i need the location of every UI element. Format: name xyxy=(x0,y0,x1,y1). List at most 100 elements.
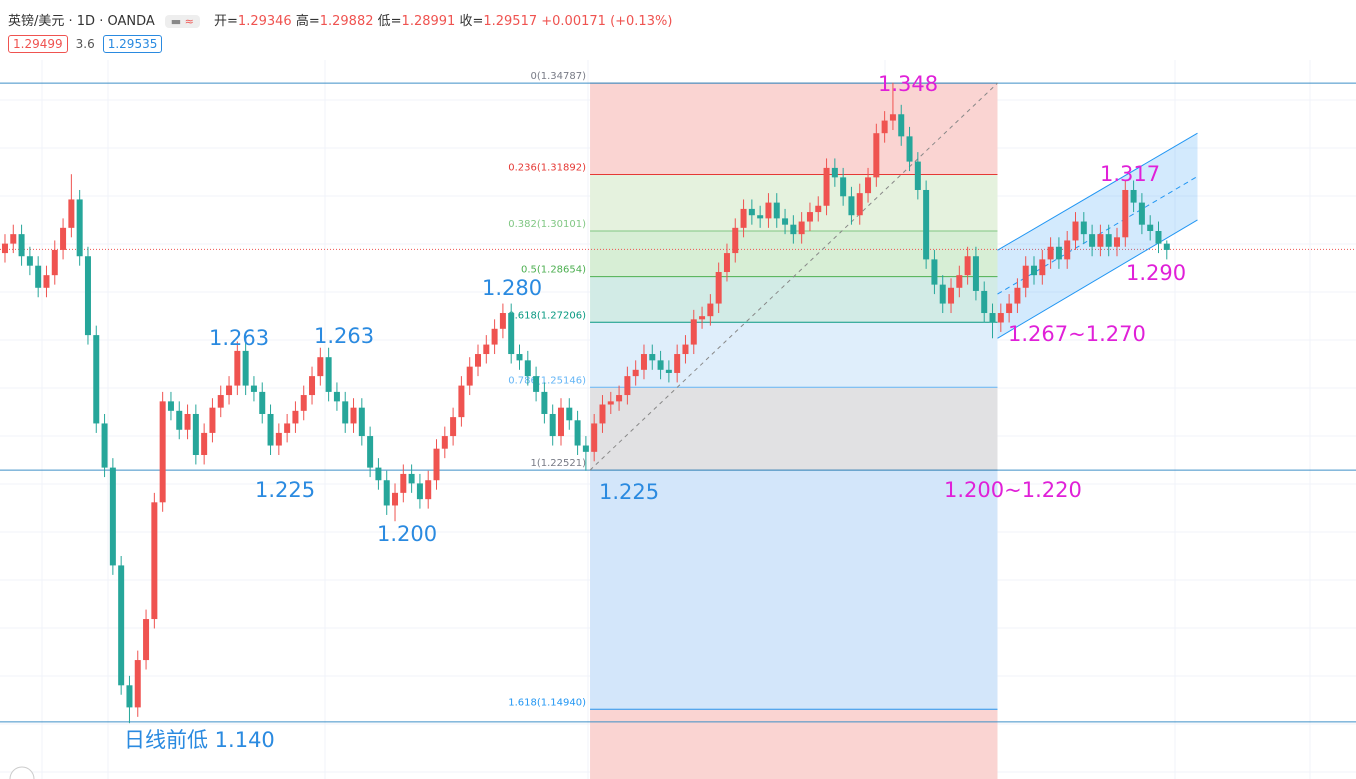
annotation: 1.200 xyxy=(377,522,437,546)
candle-body xyxy=(624,376,631,396)
annotation: 1.263 xyxy=(314,324,374,348)
candle-body xyxy=(765,202,772,219)
candle-body xyxy=(259,391,266,414)
candle-body xyxy=(823,167,830,206)
quote: 1.29499 3.6 1.29535 xyxy=(8,35,163,53)
bid[interactable]: 1.29499 xyxy=(8,35,68,53)
candle-body xyxy=(723,253,730,273)
candle-body xyxy=(491,328,498,345)
candle-body xyxy=(1006,303,1013,314)
candle-body xyxy=(1138,202,1145,225)
candle-body xyxy=(1155,230,1162,244)
candle-body xyxy=(425,480,432,500)
candle-body xyxy=(948,287,955,304)
candle-body xyxy=(167,401,174,411)
candles xyxy=(1,82,1170,724)
ask[interactable]: 1.29535 xyxy=(102,35,163,53)
candle-body xyxy=(201,432,208,455)
candle-body xyxy=(1080,221,1087,235)
annotation: 1.263 xyxy=(209,326,269,350)
candle-body xyxy=(773,202,780,219)
candle-body xyxy=(383,480,390,506)
candle-body xyxy=(26,256,33,266)
candle-body xyxy=(1105,234,1112,247)
candle-body xyxy=(333,391,340,402)
candle-body xyxy=(533,376,540,392)
candle-body xyxy=(433,448,440,481)
spread: 3.6 xyxy=(75,37,95,51)
candle-body xyxy=(242,350,249,386)
channel-lower xyxy=(997,219,1198,339)
candle-body xyxy=(93,335,100,424)
candle-body xyxy=(1097,234,1104,247)
candle-body xyxy=(1055,246,1062,260)
candle-body xyxy=(134,660,141,708)
candle-body xyxy=(516,354,523,361)
candle-body xyxy=(657,360,664,370)
candle-body xyxy=(599,404,606,424)
ohlc-value: 1.29517 xyxy=(483,14,538,29)
candle-body xyxy=(1064,240,1071,260)
candle-body xyxy=(267,413,274,446)
candle-body xyxy=(51,249,58,276)
candle-body xyxy=(400,473,407,493)
candle-body xyxy=(906,136,913,162)
candle-body xyxy=(450,417,457,437)
candle-body xyxy=(939,284,946,304)
candle-body xyxy=(997,313,1004,323)
candle-body xyxy=(475,354,482,367)
fib-zone xyxy=(590,322,998,388)
candle-body xyxy=(151,502,158,620)
annotation: 1.290 xyxy=(1126,261,1186,285)
candle-body xyxy=(616,395,623,402)
candle-body xyxy=(914,161,921,190)
candle-body xyxy=(748,208,755,216)
candle-body xyxy=(732,227,739,254)
annotation: 1.267~1.270 xyxy=(1008,322,1146,346)
fib-label: 0.5(1.28654) xyxy=(521,265,586,276)
candle-body xyxy=(76,199,83,257)
candle-body xyxy=(1,243,8,254)
fib-label: 1.618(1.14940) xyxy=(508,697,586,708)
candle-body xyxy=(690,319,697,345)
candle-body xyxy=(483,344,490,355)
logo[interactable] xyxy=(9,766,35,779)
candle-body xyxy=(591,423,598,452)
candle-body xyxy=(466,366,473,386)
candle-body xyxy=(582,445,589,452)
candle-body xyxy=(101,423,108,468)
candle-body xyxy=(782,218,789,225)
annotation: 1.280 xyxy=(482,276,542,300)
candle-body xyxy=(524,360,531,377)
candle-body xyxy=(674,354,681,373)
ohlc-label: 低= xyxy=(377,14,402,29)
ohlc-value: 1.28991 xyxy=(401,14,456,29)
ohlc-value: 1.29882 xyxy=(319,14,374,29)
candle-body xyxy=(1163,243,1170,250)
candle-body xyxy=(317,357,324,377)
candle-body xyxy=(1147,224,1154,231)
symbol[interactable]: 英镑/美元 · 1D · OANDA xyxy=(8,14,155,29)
annotations: 1.348 1.317 1.290 1.267~1.270 1.200~1.22… xyxy=(124,72,1186,752)
candle-body xyxy=(632,369,639,377)
candle-body xyxy=(699,316,706,320)
candle-body xyxy=(416,483,423,500)
candle-body xyxy=(856,193,863,216)
candle-body xyxy=(458,385,465,418)
candle-body xyxy=(682,344,689,355)
toggle[interactable]: ▬ ≈ xyxy=(164,15,200,28)
candle-body xyxy=(640,354,647,370)
candle-body xyxy=(981,290,988,314)
fib-zones xyxy=(590,83,998,779)
ohlc-value: 1.29346 xyxy=(237,14,292,29)
candle-body xyxy=(43,275,50,288)
candle-body xyxy=(18,234,25,257)
candle-body xyxy=(865,177,872,194)
candle-body xyxy=(300,395,307,411)
fib-zone xyxy=(590,470,998,710)
fib-zone xyxy=(590,276,998,323)
candle-body xyxy=(408,473,415,484)
candle-body xyxy=(358,407,365,437)
trendline xyxy=(589,82,998,471)
fib-label: 0.236(1.31892) xyxy=(508,162,586,173)
